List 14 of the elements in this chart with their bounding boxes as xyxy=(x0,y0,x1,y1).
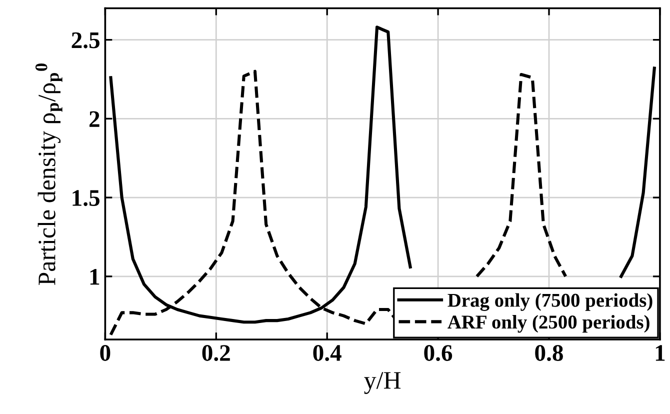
y-tick-label: 1.5 xyxy=(72,190,100,206)
legend-label: Drag only (7500 periods) xyxy=(448,293,652,311)
x-tick-label: 0.2 xyxy=(202,345,230,362)
y-tick-label: 1 xyxy=(90,269,100,285)
x-tick-label: 0.8 xyxy=(535,345,563,362)
y-axis-title: Particle density ρ$_{p}$/ρ$_{p}$$^{0}$ xyxy=(35,63,62,286)
x-tick-label: 0.4 xyxy=(313,345,342,362)
y-tick-label: 2 xyxy=(90,111,100,127)
x-tick-label: 0 xyxy=(100,345,110,361)
x-tick-label: 1 xyxy=(656,345,665,361)
legend-label: ARF only (2500 periods) xyxy=(448,314,650,333)
y-tick-label: 2.5 xyxy=(72,32,100,48)
x-axis-title: y/H xyxy=(364,372,401,394)
x-tick-label: 0.6 xyxy=(424,345,452,362)
